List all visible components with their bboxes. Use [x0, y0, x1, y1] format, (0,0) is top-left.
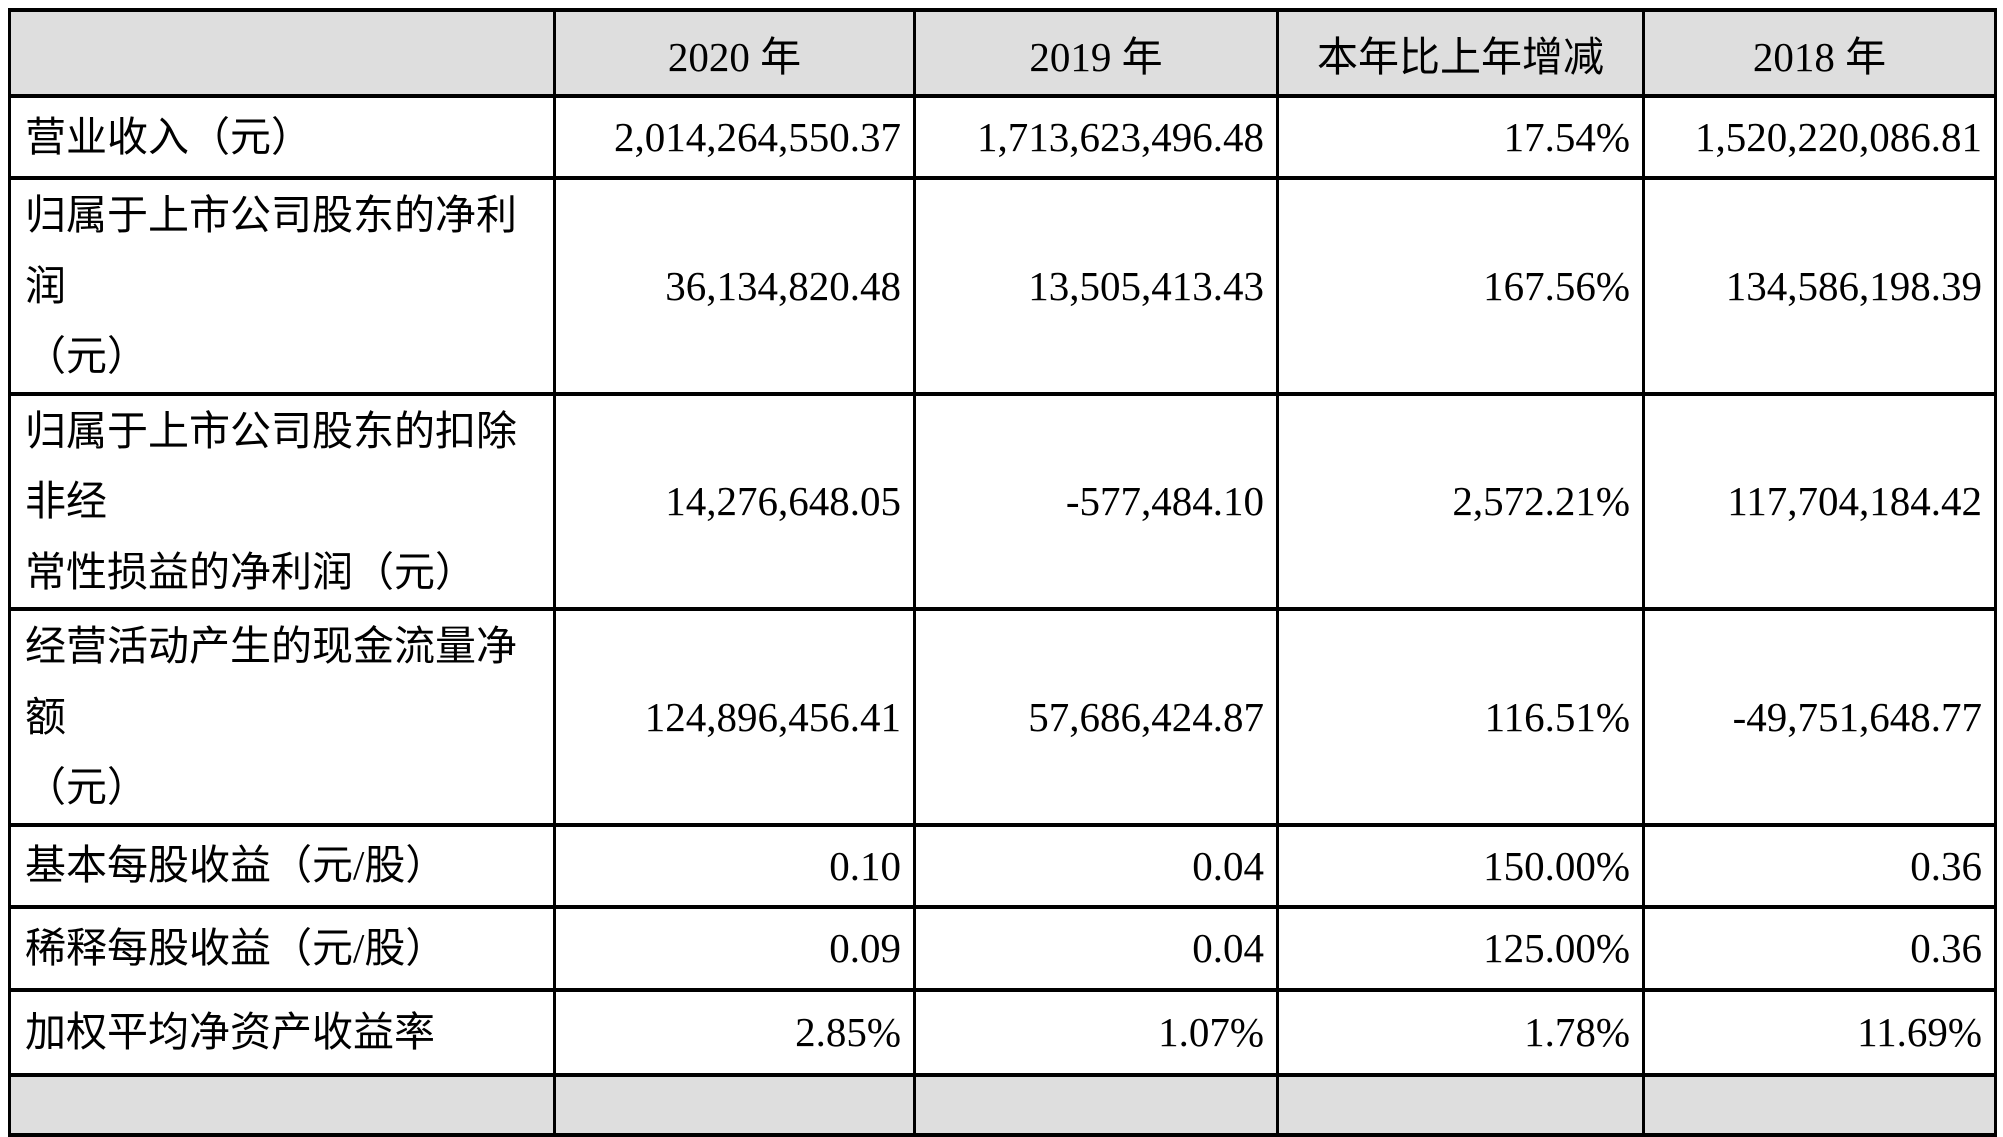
header-yoy-change: 本年比上年增减 — [1276, 8, 1645, 98]
value-cell-2019: 1.07% — [913, 987, 1279, 1077]
value-cell-yoy: 116.51% — [1276, 607, 1645, 827]
table-row-diluted-eps: 稀释每股收益（元/股） 0.09 0.04 125.00% 0.36 — [8, 904, 1997, 992]
partial-cell — [1642, 1072, 1997, 1137]
value-cell-2018: -49,751,648.77 — [1642, 607, 1997, 827]
value-cell-2018: 134,586,198.39 — [1642, 176, 1997, 396]
financial-summary-table: 2020 年 2019 年 本年比上年增减 2018 年 营业收入（元） 2,0… — [8, 8, 1997, 1137]
value-cell-2018: 117,704,184.42 — [1642, 391, 1997, 612]
table-row-operating-cash-flow: 经营活动产生的现金流量净额 （元） 124,896,456.41 57,686,… — [8, 607, 1997, 827]
value-cell-2019: 13,505,413.43 — [913, 176, 1279, 396]
value-cell-2018: 1,520,220,086.81 — [1642, 94, 1997, 180]
value-cell-2019: 0.04 — [913, 822, 1279, 909]
header-year-2018: 2018 年 — [1642, 8, 1997, 98]
value-cell-yoy: 167.56% — [1276, 176, 1645, 396]
table-row-operating-revenue: 营业收入（元） 2,014,264,550.37 1,713,623,496.4… — [8, 94, 1997, 180]
value-cell-yoy: 2,572.21% — [1276, 391, 1645, 612]
value-cell-2020: 36,134,820.48 — [553, 176, 916, 396]
table-row-net-profit: 归属于上市公司股东的净利润 （元） 36,134,820.48 13,505,4… — [8, 176, 1997, 396]
row-label: 营业收入（元） — [8, 94, 556, 180]
header-year-2019: 2019 年 — [913, 8, 1279, 98]
value-cell-2019: 1,713,623,496.48 — [913, 94, 1279, 180]
value-cell-2019: 57,686,424.87 — [913, 607, 1279, 827]
table-row-weighted-avg-roe: 加权平均净资产收益率 2.85% 1.07% 1.78% 11.69% — [8, 987, 1997, 1077]
row-label: 加权平均净资产收益率 — [8, 987, 556, 1077]
partial-next-row — [8, 1072, 1997, 1137]
value-cell-2019: -577,484.10 — [913, 391, 1279, 612]
value-cell-yoy: 17.54% — [1276, 94, 1645, 180]
value-cell-2018: 11.69% — [1642, 987, 1997, 1077]
partial-cell — [8, 1072, 556, 1137]
value-cell-yoy: 150.00% — [1276, 822, 1645, 909]
value-cell-2018: 0.36 — [1642, 822, 1997, 909]
value-cell-2018: 0.36 — [1642, 904, 1997, 992]
partial-cell — [1276, 1072, 1645, 1137]
financial-summary-table-wrapper: 2020 年 2019 年 本年比上年增减 2018 年 营业收入（元） 2,0… — [8, 8, 1997, 1137]
header-row: 2020 年 2019 年 本年比上年增减 2018 年 — [8, 8, 1997, 98]
value-cell-2020: 2,014,264,550.37 — [553, 94, 916, 180]
row-label: 归属于上市公司股东的扣除非经 常性损益的净利润（元） — [8, 391, 556, 612]
value-cell-2020: 0.10 — [553, 822, 916, 909]
value-cell-yoy: 125.00% — [1276, 904, 1645, 992]
row-label: 经营活动产生的现金流量净额 （元） — [8, 607, 556, 827]
value-cell-2020: 14,276,648.05 — [553, 391, 916, 612]
value-cell-2020: 124,896,456.41 — [553, 607, 916, 827]
table-row-basic-eps: 基本每股收益（元/股） 0.10 0.04 150.00% 0.36 — [8, 822, 1997, 909]
value-cell-yoy: 1.78% — [1276, 987, 1645, 1077]
header-year-2020: 2020 年 — [553, 8, 916, 98]
value-cell-2020: 0.09 — [553, 904, 916, 992]
table-row-net-profit-excl-nonrecurring: 归属于上市公司股东的扣除非经 常性损益的净利润（元） 14,276,648.05… — [8, 391, 1997, 612]
value-cell-2020: 2.85% — [553, 987, 916, 1077]
partial-cell — [913, 1072, 1279, 1137]
row-label: 归属于上市公司股东的净利润 （元） — [8, 176, 556, 396]
value-cell-2019: 0.04 — [913, 904, 1279, 992]
header-corner-cell — [8, 8, 556, 98]
partial-cell — [553, 1072, 916, 1137]
row-label: 稀释每股收益（元/股） — [8, 904, 556, 992]
row-label: 基本每股收益（元/股） — [8, 822, 556, 909]
